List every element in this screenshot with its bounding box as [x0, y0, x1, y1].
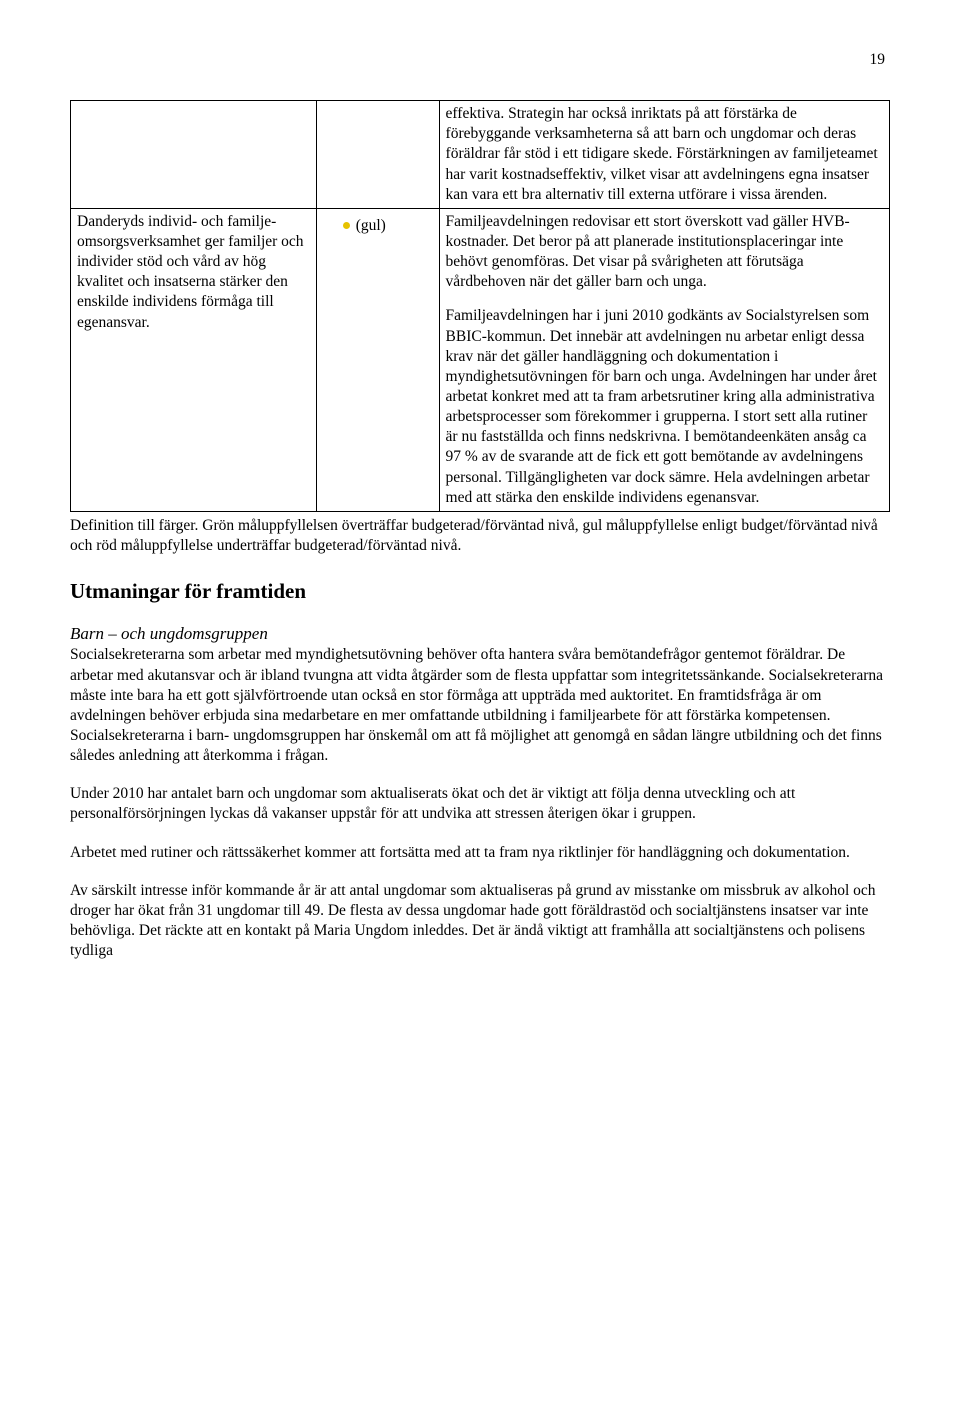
comment-text: effektiva. Strategin har också inriktats…	[446, 104, 883, 205]
table-row: Danderyds individ- och familje-omsorgsve…	[71, 208, 890, 511]
color-definition: Definition till färger. Grön måluppfylle…	[70, 516, 890, 556]
body-paragraph: Av särskilt intresse inför kommande år ä…	[70, 881, 890, 962]
content-table: effektiva. Strategin har också inriktats…	[70, 100, 890, 512]
body-paragraph: Arbetet med rutiner och rättssäkerhet ko…	[70, 843, 890, 863]
page-number: 19	[70, 50, 890, 70]
comment-cell: Familjeavdelningen redovisar ett stort ö…	[439, 208, 889, 511]
bullet-icon	[343, 222, 350, 229]
status-indicator: (gul)	[323, 212, 433, 236]
comment-text: Familjeavdelningen har i juni 2010 godkä…	[446, 306, 883, 507]
objective-cell: Danderyds individ- och familje-omsorgsve…	[71, 208, 317, 511]
status-label: (gul)	[356, 216, 386, 236]
comment-text: Familjeavdelningen redovisar ett stort ö…	[446, 212, 883, 293]
subsection-heading: Barn – och ungdomsgruppen	[70, 623, 890, 645]
comment-cell: effektiva. Strategin har också inriktats…	[439, 101, 889, 209]
status-cell	[316, 101, 439, 209]
status-cell: (gul)	[316, 208, 439, 511]
table-row: effektiva. Strategin har också inriktats…	[71, 101, 890, 209]
objective-cell	[71, 101, 317, 209]
body-paragraph: Under 2010 har antalet barn och ungdomar…	[70, 784, 890, 824]
body-paragraph: Socialsekreterarna som arbetar med myndi…	[70, 645, 890, 766]
section-heading: Utmaningar för framtiden	[70, 578, 890, 605]
